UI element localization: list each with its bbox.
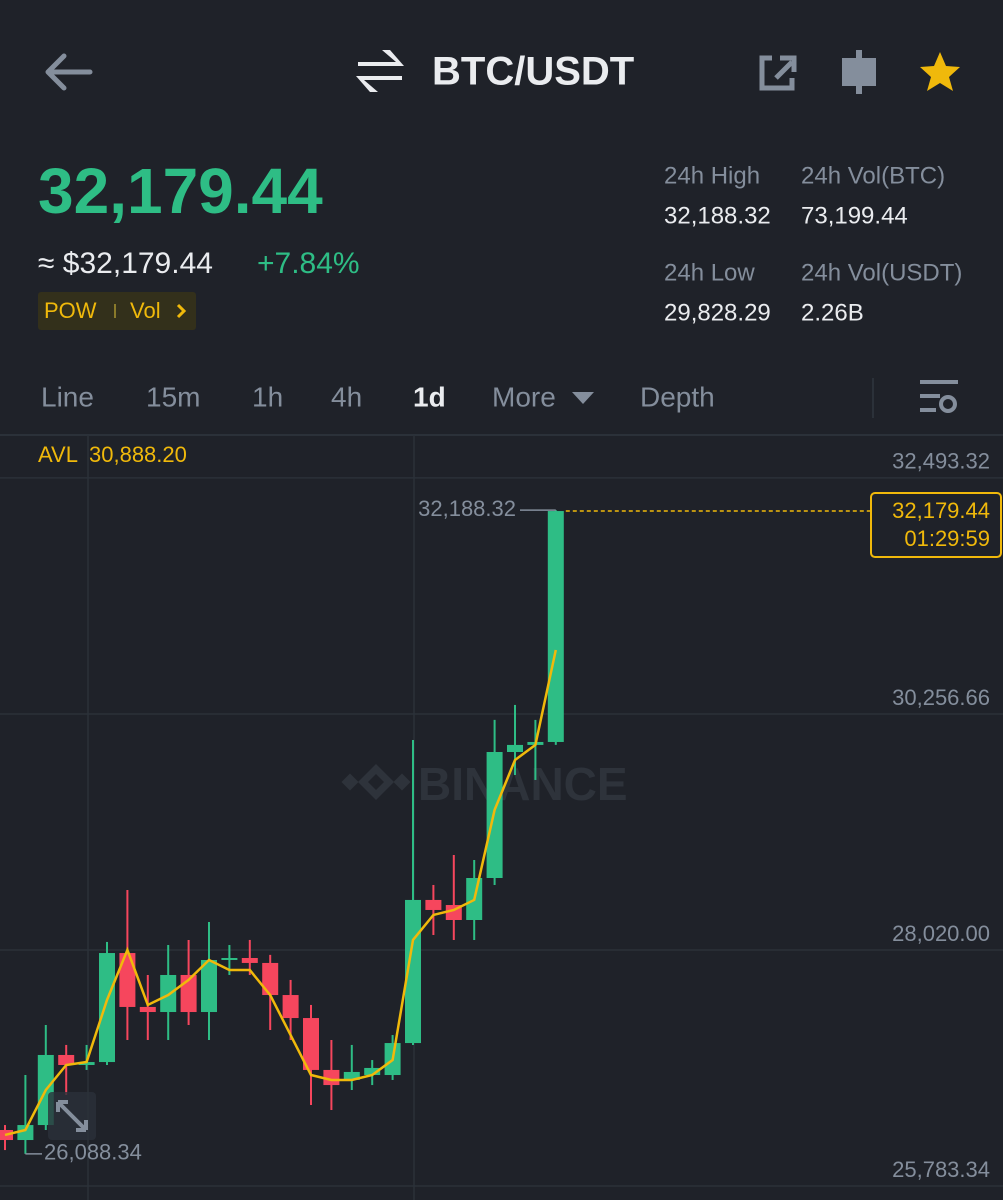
avl-label: AVL <box>38 442 78 467</box>
last-price-box <box>870 492 1002 559</box>
stat-value: 73,199.44 <box>801 202 908 229</box>
y-tick-label: 32,493.32 <box>892 449 990 474</box>
avl-value: 30,888.20 <box>89 442 187 467</box>
favorite-star[interactable] <box>920 52 960 91</box>
stat-label: 24h High <box>664 162 760 189</box>
countdown: 01:29:59 <box>904 526 990 551</box>
candle-body <box>119 953 136 1007</box>
candle-body <box>547 511 564 742</box>
candle-body <box>241 957 258 963</box>
candle-body <box>58 1054 75 1065</box>
tag: Vol <box>130 298 161 323</box>
expand-button[interactable] <box>48 1092 96 1140</box>
tab[interactable]: 1h <box>252 381 283 412</box>
stat-label: 24h Vol(BTC) <box>801 162 945 189</box>
candle-body <box>282 995 299 1019</box>
candle-body <box>262 962 279 996</box>
last-price: 32,179.44 <box>38 155 323 227</box>
candle-body <box>99 953 115 1063</box>
plot: 25,783.34 28,020.00 30,256.66 32,493.32 32,1… <box>0 449 1003 1187</box>
candle-body <box>201 959 217 1013</box>
price-usd: ≈ $32,179.44 <box>38 247 213 280</box>
candle-body <box>303 1018 319 1070</box>
high-marker-label: 32,188.32 <box>418 496 516 521</box>
stat-value: 2.26B <box>801 299 864 326</box>
tab[interactable]: Depth <box>640 381 715 412</box>
swap-icon[interactable] <box>356 50 404 92</box>
pair-title: BTC/USDT <box>432 50 634 94</box>
share-icon[interactable] <box>759 55 797 91</box>
watermark: BINANCE <box>418 758 628 810</box>
stat-label: 24h Vol(USDT) <box>801 259 962 286</box>
candle-body <box>507 744 523 753</box>
candle-body <box>139 1006 156 1013</box>
y-tick-label: 30,256.66 <box>892 685 990 710</box>
chevron <box>176 303 187 319</box>
back-button[interactable] <box>45 53 93 91</box>
ma-line <box>4 649 558 1137</box>
price-change: +7.84% <box>257 247 360 280</box>
y-tick-label: 28,020.00 <box>892 921 990 946</box>
stat-value: 29,828.29 <box>664 299 771 326</box>
stat-label: 24h Low <box>664 259 755 286</box>
last-price-label: 32,179.44 <box>892 498 990 523</box>
candle-body <box>221 957 238 960</box>
stat-value: 32,188.32 <box>664 202 771 229</box>
tab[interactable]: 4h <box>331 381 362 412</box>
watermark-logo <box>341 764 411 800</box>
split-icon[interactable] <box>842 50 876 94</box>
low-marker-label: 26,088.34 <box>44 1140 142 1165</box>
tab[interactable]: Line <box>41 381 94 412</box>
tag: POW <box>44 298 97 323</box>
tab[interactable]: More <box>492 381 556 412</box>
dropdown-arrow <box>572 392 594 404</box>
tab[interactable]: 1d <box>413 381 446 412</box>
candle-body <box>425 899 442 910</box>
candle-body <box>78 1062 95 1065</box>
candle-body <box>323 1069 340 1086</box>
candle-body <box>17 1125 34 1141</box>
candle-body <box>343 1071 360 1080</box>
tab[interactable]: 15m <box>146 381 200 412</box>
chart-settings[interactable] <box>920 380 958 413</box>
tag-chip[interactable] <box>38 292 196 330</box>
y-tick-label: 25,783.34 <box>892 1157 990 1182</box>
candle-body <box>364 1067 381 1076</box>
